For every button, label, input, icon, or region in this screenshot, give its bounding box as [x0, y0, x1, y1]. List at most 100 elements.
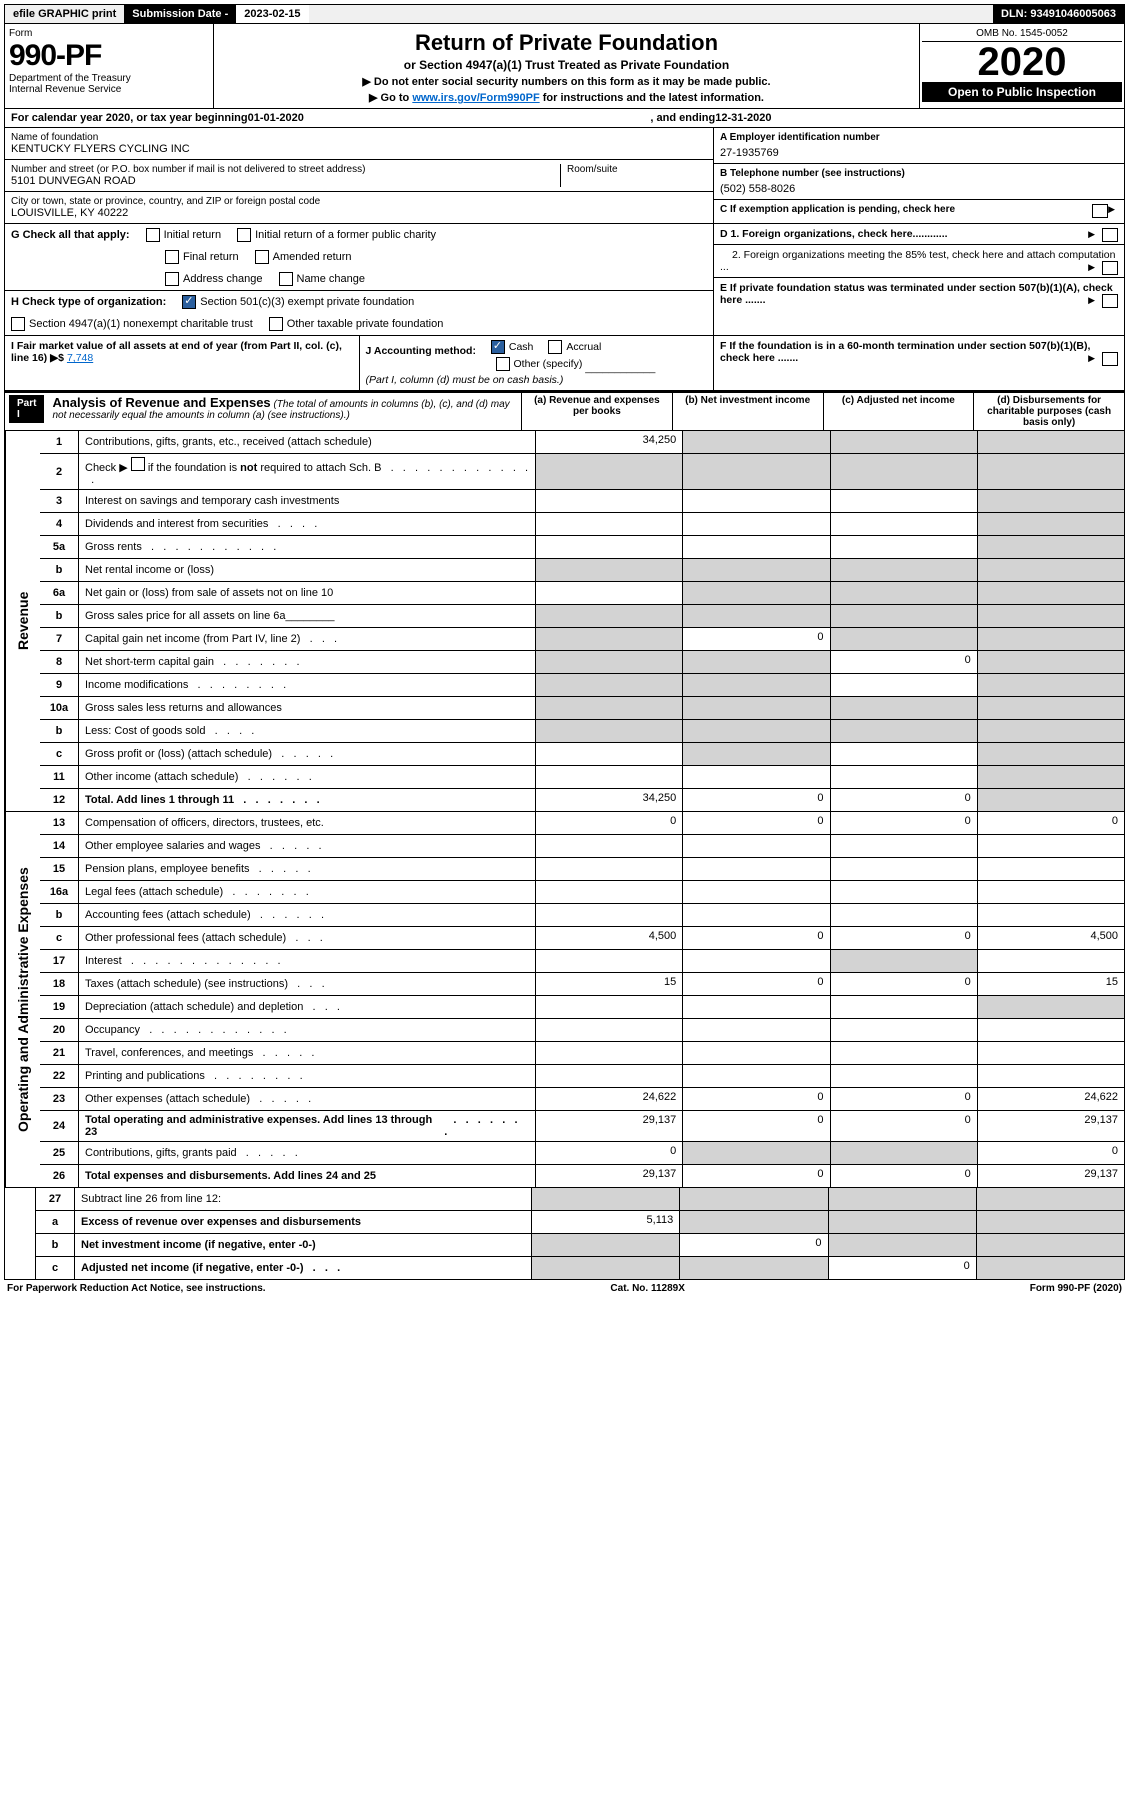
part1-label: Part I [9, 395, 44, 423]
col-d-header: (d) Disbursements for charitable purpose… [973, 393, 1124, 430]
r12-desc: Total. Add lines 1 through 11 . . . . . … [79, 789, 536, 811]
r22-desc: Printing and publications . . . . . . . … [79, 1065, 536, 1087]
r18-b: 0 [683, 973, 830, 995]
r27c-desc: Adjusted net income (if negative, enter … [75, 1257, 532, 1279]
blank-side [5, 1188, 36, 1279]
r24-b: 0 [683, 1111, 830, 1141]
d1-row: D 1. Foreign organizations, check here..… [714, 224, 1124, 245]
instr-2: ▶ Go to www.irs.gov/Form990PF for instru… [222, 91, 911, 104]
r5b-desc: Net rental income or (loss) [79, 559, 536, 581]
r17-desc: Interest . . . . . . . . . . . . . [79, 950, 536, 972]
r13-a: 0 [536, 812, 683, 834]
d1-checkbox[interactable] [1102, 228, 1118, 242]
r2-checkbox[interactable] [131, 457, 145, 471]
c-checkbox[interactable] [1092, 204, 1108, 218]
phone-label: B Telephone number (see instructions) [720, 168, 1118, 179]
top-bar: efile GRAPHIC print Submission Date - 20… [4, 4, 1125, 24]
r24-desc: Total operating and administrative expen… [79, 1111, 536, 1141]
form-link[interactable]: www.irs.gov/Form990PF [412, 92, 539, 104]
r21-desc: Travel, conferences, and meetings . . . … [79, 1042, 536, 1064]
r16c-b: 0 [683, 927, 830, 949]
r18-d: 15 [978, 973, 1124, 995]
j-accrual[interactable]: Accrual [548, 340, 601, 354]
j-note: (Part I, column (d) must be on cash basi… [366, 374, 708, 386]
form-number: 990-PF [9, 39, 209, 73]
form-subtitle: or Section 4947(a)(1) Trust Treated as P… [222, 58, 911, 72]
r12-c: 0 [831, 789, 978, 811]
foundation-name-label: Name of foundation [11, 132, 707, 143]
instr-1: ▶ Do not enter social security numbers o… [222, 75, 911, 88]
r26-b: 0 [683, 1165, 830, 1187]
r24-c: 0 [831, 1111, 978, 1141]
calendar-year-row: For calendar year 2020, or tax year begi… [4, 109, 1125, 128]
r26-c: 0 [831, 1165, 978, 1187]
j-cash[interactable]: Cash [491, 340, 534, 354]
g-initial-former[interactable]: Initial return of a former public charit… [237, 228, 436, 242]
g-final-return[interactable]: Final return [165, 250, 239, 264]
r27b-desc: Net investment income (if negative, ente… [75, 1234, 532, 1256]
r18-a: 15 [536, 973, 683, 995]
j-label: J Accounting method: [366, 345, 476, 357]
r8-c: 0 [831, 651, 978, 673]
r13-b: 0 [683, 812, 830, 834]
r10a-desc: Gross sales less returns and allowances [79, 697, 536, 719]
col-b-header: (b) Net investment income [672, 393, 823, 430]
e-row: E If private foundation status was termi… [714, 278, 1124, 310]
r10b-desc: Less: Cost of goods sold . . . . [79, 720, 536, 742]
r16c-c: 0 [831, 927, 978, 949]
r23-c: 0 [831, 1088, 978, 1110]
r4-desc: Dividends and interest from securities .… [79, 513, 536, 535]
g-label: G Check all that apply: [11, 229, 130, 241]
r23-a: 24,622 [536, 1088, 683, 1110]
r23-b: 0 [683, 1088, 830, 1110]
efile-label: efile GRAPHIC print [5, 5, 124, 23]
r3-desc: Interest on savings and temporary cash i… [79, 490, 536, 512]
col-c-header: (c) Adjusted net income [823, 393, 974, 430]
part1-header: Part I Analysis of Revenue and Expenses … [4, 391, 1125, 431]
i-label: I Fair market value of all assets at end… [11, 340, 342, 364]
r16c-a: 4,500 [536, 927, 683, 949]
e-checkbox[interactable] [1102, 294, 1118, 308]
r13-c: 0 [831, 812, 978, 834]
r16c-desc: Other professional fees (attach schedule… [79, 927, 536, 949]
pra-notice: For Paperwork Reduction Act Notice, see … [7, 1283, 266, 1294]
r16b-desc: Accounting fees (attach schedule) . . . … [79, 904, 536, 926]
h-501c3[interactable]: Section 501(c)(3) exempt private foundat… [182, 295, 414, 309]
ein-label: A Employer identification number [720, 132, 1118, 143]
r24-d: 29,137 [978, 1111, 1124, 1141]
i-value[interactable]: 7,748 [67, 352, 93, 364]
address-label: Number and street (or P.O. box number if… [11, 164, 560, 175]
g-address-change[interactable]: Address change [165, 272, 263, 286]
r10c-desc: Gross profit or (loss) (attach schedule)… [79, 743, 536, 765]
d2-checkbox[interactable] [1102, 261, 1118, 275]
r18-c: 0 [831, 973, 978, 995]
r20-desc: Occupancy . . . . . . . . . . . . [79, 1019, 536, 1041]
h-other-taxable[interactable]: Other taxable private foundation [269, 317, 444, 331]
form-label: Form [9, 28, 209, 39]
r25-desc: Contributions, gifts, grants paid . . . … [79, 1142, 536, 1164]
j-other[interactable]: Other (specify) [496, 357, 583, 371]
r19-desc: Depreciation (attach schedule) and deple… [79, 996, 536, 1018]
dln: DLN: 93491046005063 [993, 5, 1124, 23]
r6a-desc: Net gain or (loss) from sale of assets n… [79, 582, 536, 604]
g-initial-return[interactable]: Initial return [146, 228, 221, 242]
c-label: C If exemption application is pending, c… [720, 204, 955, 215]
r24-a: 29,137 [536, 1111, 683, 1141]
open-public-badge: Open to Public Inspection [922, 82, 1122, 102]
r13-desc: Compensation of officers, directors, tru… [79, 812, 536, 834]
r15-desc: Pension plans, employee benefits . . . .… [79, 858, 536, 880]
tax-year: 2020 [922, 42, 1122, 82]
r27b-b: 0 [680, 1234, 828, 1256]
address: 5101 DUNVEGAN ROAD [11, 175, 560, 187]
part1-table: Revenue 1Contributions, gifts, grants, e… [4, 431, 1125, 1280]
h-4947[interactable]: Section 4947(a)(1) nonexempt charitable … [11, 317, 253, 331]
r14-desc: Other employee salaries and wages . . . … [79, 835, 536, 857]
g-name-change[interactable]: Name change [279, 272, 366, 286]
f-checkbox[interactable] [1102, 352, 1118, 366]
revenue-side-label: Revenue [5, 431, 40, 811]
r16a-desc: Legal fees (attach schedule) . . . . . .… [79, 881, 536, 903]
ein: 27-1935769 [720, 143, 1118, 159]
g-amended-return[interactable]: Amended return [255, 250, 352, 264]
form-title: Return of Private Foundation [222, 30, 911, 56]
r18-desc: Taxes (attach schedule) (see instruction… [79, 973, 536, 995]
